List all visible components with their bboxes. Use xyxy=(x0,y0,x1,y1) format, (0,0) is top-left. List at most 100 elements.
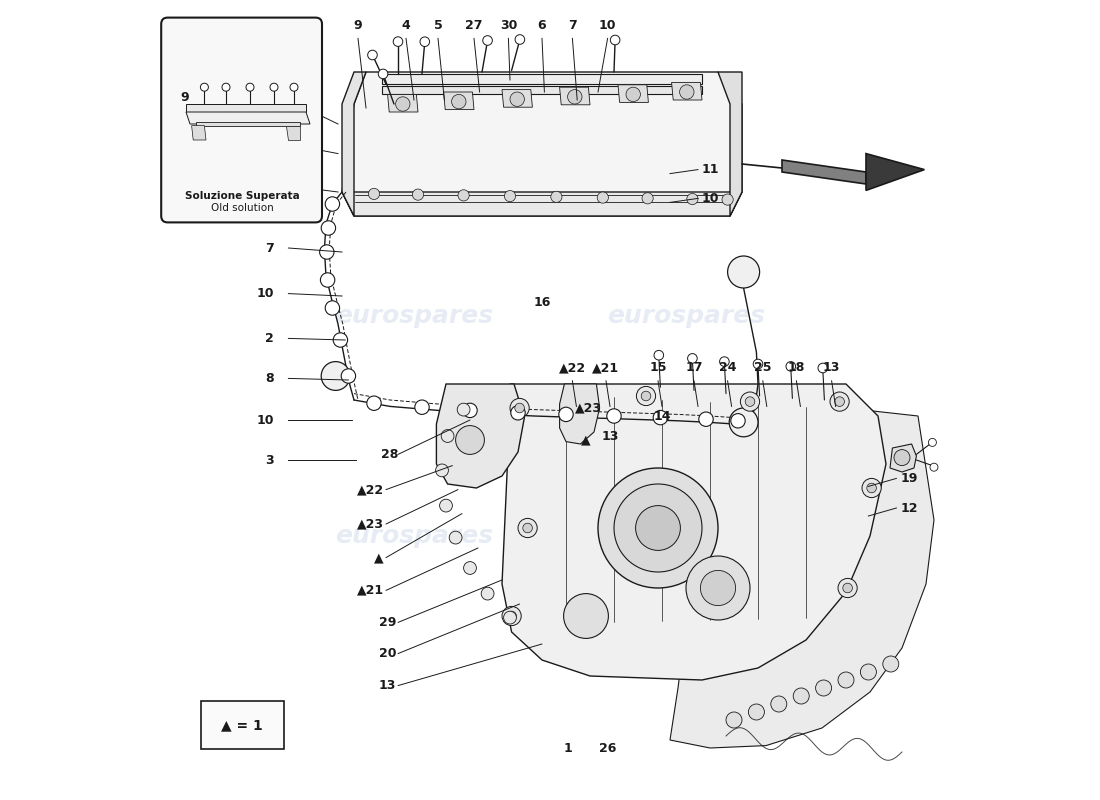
Circle shape xyxy=(378,69,388,78)
Text: ▲: ▲ xyxy=(581,434,591,446)
Circle shape xyxy=(610,35,620,45)
Circle shape xyxy=(246,83,254,91)
Text: 13: 13 xyxy=(823,362,840,374)
Circle shape xyxy=(686,556,750,620)
Text: ▲21: ▲21 xyxy=(593,362,619,374)
Text: 9: 9 xyxy=(354,19,362,32)
Circle shape xyxy=(333,333,348,347)
Circle shape xyxy=(701,570,736,606)
Text: eurospares: eurospares xyxy=(334,304,493,328)
Circle shape xyxy=(458,403,470,416)
Circle shape xyxy=(745,397,755,406)
Text: 10: 10 xyxy=(256,94,274,106)
FancyBboxPatch shape xyxy=(162,18,322,222)
Circle shape xyxy=(637,386,656,406)
Text: 1: 1 xyxy=(564,742,573,754)
Circle shape xyxy=(463,562,476,574)
Circle shape xyxy=(510,406,525,420)
Circle shape xyxy=(835,397,845,406)
Circle shape xyxy=(441,430,454,442)
Circle shape xyxy=(748,704,764,720)
Text: ▲: ▲ xyxy=(374,551,384,564)
Circle shape xyxy=(321,362,350,390)
Circle shape xyxy=(505,190,516,202)
Circle shape xyxy=(626,87,640,102)
Text: ▲23: ▲23 xyxy=(575,402,602,414)
Text: 13: 13 xyxy=(602,430,618,442)
Circle shape xyxy=(598,468,718,588)
Circle shape xyxy=(815,680,832,696)
Circle shape xyxy=(321,221,336,235)
Circle shape xyxy=(510,398,529,418)
Text: 5: 5 xyxy=(433,19,442,32)
Circle shape xyxy=(483,36,493,46)
Circle shape xyxy=(455,426,484,454)
Text: 3: 3 xyxy=(265,454,274,466)
Polygon shape xyxy=(782,160,866,184)
Text: Old solution: Old solution xyxy=(210,203,274,213)
Circle shape xyxy=(830,392,849,411)
Text: 10: 10 xyxy=(702,192,719,205)
Text: 28: 28 xyxy=(381,448,398,461)
Text: 4: 4 xyxy=(402,19,410,32)
Circle shape xyxy=(436,464,449,477)
Text: 10: 10 xyxy=(598,19,616,32)
Circle shape xyxy=(883,656,899,672)
Circle shape xyxy=(771,696,786,712)
Circle shape xyxy=(290,83,298,91)
Circle shape xyxy=(393,37,403,46)
Text: 30: 30 xyxy=(499,19,517,32)
Circle shape xyxy=(688,354,697,363)
Text: 11: 11 xyxy=(702,163,719,176)
Text: 14: 14 xyxy=(653,410,671,422)
Polygon shape xyxy=(672,82,702,100)
Circle shape xyxy=(504,611,516,624)
Circle shape xyxy=(515,34,525,44)
Circle shape xyxy=(320,273,334,287)
Circle shape xyxy=(559,407,573,422)
Text: 16: 16 xyxy=(534,296,551,309)
Circle shape xyxy=(481,587,494,600)
Circle shape xyxy=(686,194,698,205)
Circle shape xyxy=(729,408,758,437)
Text: 25: 25 xyxy=(755,362,771,374)
Circle shape xyxy=(396,97,410,111)
Circle shape xyxy=(727,256,760,288)
Text: ▲23: ▲23 xyxy=(356,518,384,530)
Circle shape xyxy=(722,194,734,205)
Text: 2: 2 xyxy=(265,332,274,345)
Polygon shape xyxy=(387,94,418,112)
Text: ▲22: ▲22 xyxy=(559,362,586,374)
Circle shape xyxy=(654,350,663,360)
Text: 27: 27 xyxy=(465,19,483,32)
Circle shape xyxy=(793,688,810,704)
Text: eurospares: eurospares xyxy=(607,304,766,328)
Text: 12: 12 xyxy=(901,502,917,514)
Circle shape xyxy=(860,664,877,680)
Circle shape xyxy=(636,506,681,550)
Circle shape xyxy=(440,499,452,512)
Text: 17: 17 xyxy=(685,362,703,374)
Circle shape xyxy=(326,301,340,315)
Circle shape xyxy=(463,403,477,418)
Text: 10: 10 xyxy=(256,287,274,300)
Circle shape xyxy=(754,359,762,369)
Text: 24: 24 xyxy=(719,362,736,374)
Polygon shape xyxy=(618,85,648,102)
Circle shape xyxy=(222,83,230,91)
Text: 7: 7 xyxy=(568,19,576,32)
Circle shape xyxy=(597,192,608,203)
Polygon shape xyxy=(443,92,474,110)
Circle shape xyxy=(894,450,910,466)
Text: ▲ = 1: ▲ = 1 xyxy=(221,718,263,732)
Polygon shape xyxy=(560,384,600,444)
Polygon shape xyxy=(186,112,310,124)
Circle shape xyxy=(607,409,621,423)
Circle shape xyxy=(326,197,340,211)
Circle shape xyxy=(522,523,532,533)
Text: ▲21: ▲21 xyxy=(356,584,384,597)
Circle shape xyxy=(502,606,521,626)
Circle shape xyxy=(698,412,713,426)
Circle shape xyxy=(786,362,795,371)
Polygon shape xyxy=(502,384,886,680)
